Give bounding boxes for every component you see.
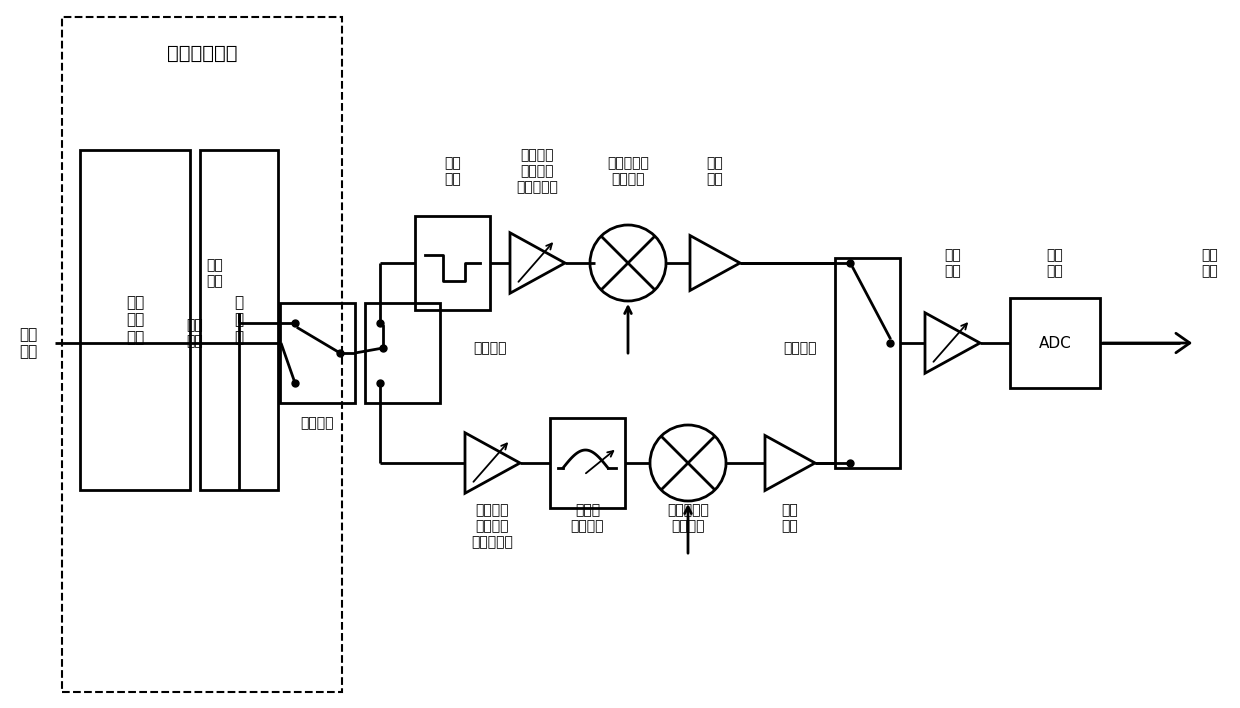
Text: 校准开关: 校准开关 [301, 416, 335, 430]
Text: 中频开关: 中频开关 [784, 341, 817, 355]
Text: 温度
监测
电路: 温度 监测 电路 [126, 295, 144, 345]
Text: 中频
调理: 中频 调理 [944, 248, 961, 278]
Text: 在线校准电路: 在线校准电路 [166, 43, 237, 62]
Text: 波段开关: 波段开关 [474, 341, 507, 355]
Text: 校准
端口: 校准 端口 [207, 258, 223, 288]
Text: 中频
放大: 中频 放大 [781, 503, 799, 533]
Bar [551, 418, 625, 508]
Text: 微波超外差
混频接收: 微波超外差 混频接收 [667, 503, 709, 533]
Bar [62, 17, 342, 692]
Text: 低通
滤波: 低通 滤波 [444, 156, 461, 186]
Bar [200, 150, 278, 490]
Text: 可调谐
带通滤波: 可调谐 带通滤波 [570, 503, 604, 533]
Text: 可变增益
微波前置
低噪声放大: 可变增益 微波前置 低噪声放大 [471, 503, 513, 549]
Text: 中频
放大: 中频 放大 [707, 156, 723, 186]
Text: 测量
端口: 测量 端口 [187, 318, 203, 348]
Text: 数字
输出: 数字 输出 [1202, 248, 1219, 278]
Text: 可变增益
射频前置
低噪声放大: 可变增益 射频前置 低噪声放大 [517, 148, 558, 194]
Text: 噪
声
源: 噪 声 源 [234, 295, 243, 345]
Text: 信号
输入: 信号 输入 [19, 327, 37, 359]
Text: 射频超外差
混频接收: 射频超外差 混频接收 [608, 156, 649, 186]
Bar [365, 303, 440, 403]
Text: ADC: ADC [1039, 336, 1071, 350]
Bar [81, 150, 190, 490]
Bar [835, 258, 900, 468]
Text: 模数
转换: 模数 转换 [1047, 248, 1064, 278]
Bar [415, 216, 490, 310]
Bar [280, 303, 355, 403]
Bar [1011, 298, 1100, 388]
